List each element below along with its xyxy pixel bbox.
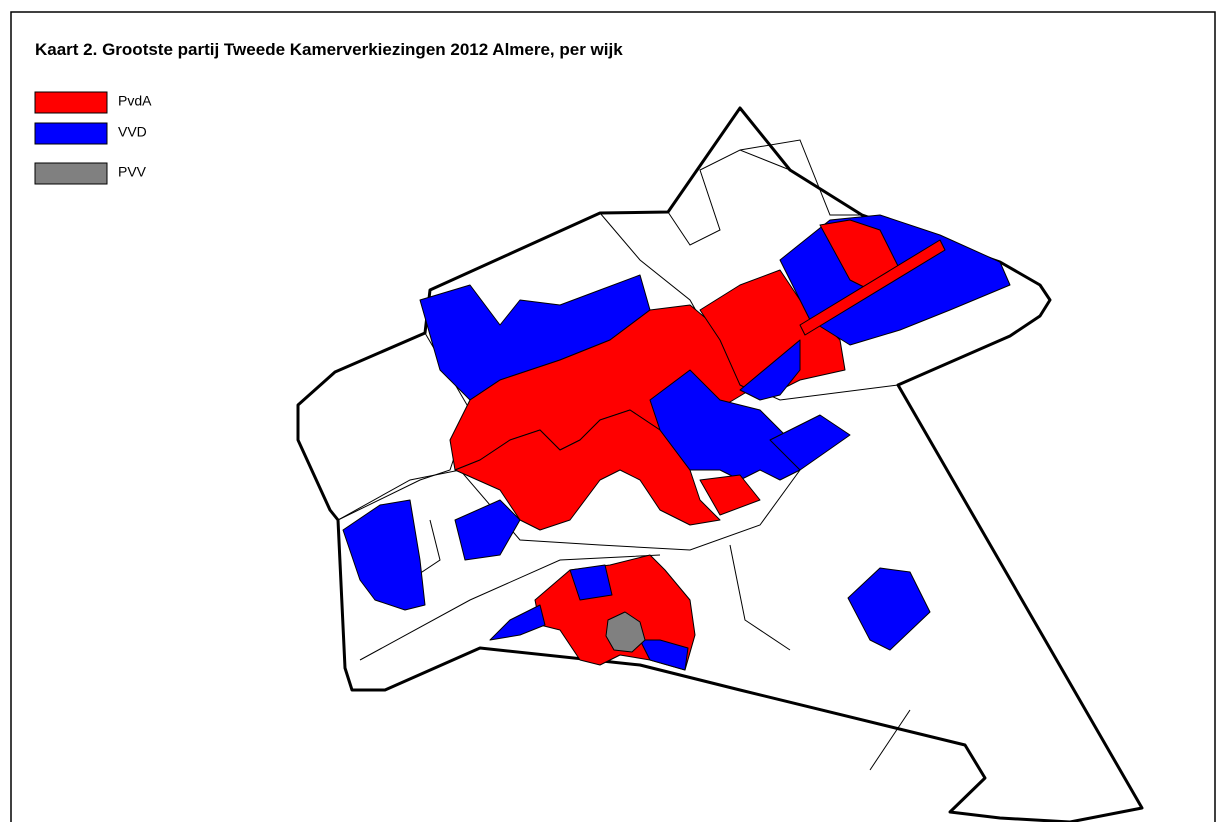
boundary [729, 544, 791, 651]
region [799, 239, 946, 336]
region [342, 499, 426, 611]
region [769, 414, 851, 471]
region [699, 269, 846, 396]
region [847, 567, 931, 651]
legend-swatch [34, 91, 108, 114]
legend-label: VVD [118, 124, 147, 140]
region [454, 499, 521, 561]
legend: PvdA VVD PVV [34, 91, 152, 185]
boundary [359, 554, 661, 661]
region [605, 611, 646, 653]
map-title: Kaart 2. Grootste partij Tweede Kamerver… [35, 40, 623, 59]
region [739, 339, 801, 401]
region [699, 474, 761, 516]
boundary [337, 469, 801, 551]
legend-swatch [34, 122, 108, 145]
legend-label: PVV [118, 164, 147, 180]
region [454, 409, 721, 531]
boundary [667, 149, 791, 246]
boundary [739, 139, 860, 216]
region [489, 604, 546, 641]
boundary [869, 709, 911, 771]
region [639, 639, 689, 671]
legend-swatch [34, 162, 108, 185]
map [296, 106, 1144, 822]
legend-label: PvdA [118, 93, 152, 109]
region [569, 564, 613, 601]
region [649, 369, 801, 481]
